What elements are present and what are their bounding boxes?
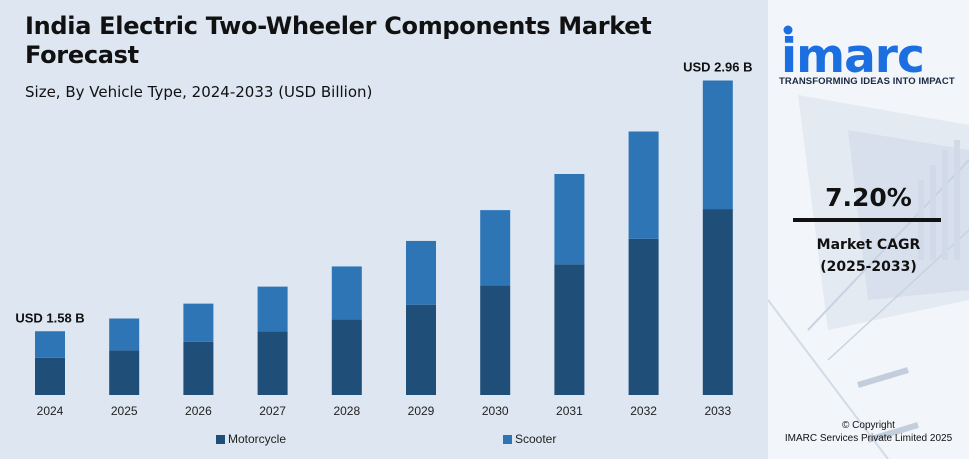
bar-motorcycle-2033 bbox=[702, 209, 733, 395]
imarc-logo: imarc bbox=[781, 25, 925, 77]
bar-motorcycle-2026 bbox=[183, 341, 214, 395]
copyright: © Copyright IMARC Services Private Limit… bbox=[768, 419, 969, 445]
cagr-label-line1: Market CAGR bbox=[816, 237, 921, 253]
bar-motorcycle-2024 bbox=[35, 357, 65, 395]
bar-scooter-2024 bbox=[35, 331, 65, 358]
x-tick-label-2033: 2033 bbox=[704, 404, 731, 418]
logo-wordmark: imarc bbox=[781, 29, 924, 77]
chart-panel: India Electric Two-Wheeler Components Ma… bbox=[15, 12, 753, 446]
x-tick-label-2027: 2027 bbox=[259, 404, 286, 418]
bar-scooter-2028 bbox=[331, 266, 362, 320]
bar-scooter-2033 bbox=[702, 80, 733, 210]
x-tick-label-2030: 2030 bbox=[482, 404, 509, 418]
copyright-line1: © Copyright bbox=[842, 420, 895, 431]
legend-swatch-motorcycle bbox=[216, 434, 225, 444]
bar-motorcycle-2030 bbox=[480, 285, 511, 395]
x-tick-label-2028: 2028 bbox=[333, 404, 360, 418]
bar-motorcycle-2029 bbox=[406, 304, 436, 395]
cagr-value: 7.20% bbox=[825, 183, 912, 212]
bar-scooter-2031 bbox=[554, 174, 585, 265]
cagr-label-line2: (2025-2033) bbox=[820, 259, 917, 275]
bar-motorcycle-2025 bbox=[109, 350, 140, 395]
logo-tagline: TRANSFORMING IDEAS INTO IMPACT bbox=[779, 76, 955, 87]
bar-scooter-2025 bbox=[109, 318, 140, 351]
bar-scooter-2032 bbox=[628, 131, 659, 239]
x-tick-label-2024: 2024 bbox=[37, 404, 64, 418]
bar-motorcycle-2031 bbox=[554, 264, 585, 395]
x-tick-label-2026: 2026 bbox=[185, 404, 212, 418]
x-tick-label-2029: 2029 bbox=[408, 404, 435, 418]
chart-title: India Electric Two-Wheeler Components Ma… bbox=[25, 12, 652, 69]
bar-motorcycle-2027 bbox=[257, 331, 288, 395]
copyright-line2: IMARC Services Private Limited 2025 bbox=[784, 433, 953, 444]
legend-item-motorcycle: Motorcycle bbox=[216, 432, 286, 446]
data-label-2024: USD 1.58 B bbox=[15, 310, 84, 325]
bar-motorcycle-2028 bbox=[331, 319, 362, 395]
data-label-2033: USD 2.96 B bbox=[683, 60, 752, 75]
legend-label-motorcycle: Motorcycle bbox=[228, 432, 287, 446]
legend-label-scooter: Scooter bbox=[515, 432, 557, 446]
x-tick-label-2032: 2032 bbox=[630, 404, 657, 418]
bar-motorcycle-2032 bbox=[628, 238, 659, 395]
side-panel: imarc TRANSFORMING IDEAS INTO IMPACT 7.2… bbox=[768, 0, 969, 459]
bar-scooter-2030 bbox=[480, 210, 511, 286]
x-tick-label-2025: 2025 bbox=[111, 404, 138, 418]
bar-scooter-2029 bbox=[406, 240, 436, 305]
bar-scooter-2026 bbox=[183, 303, 214, 342]
x-tick-label-2031: 2031 bbox=[556, 404, 583, 418]
cagr-divider bbox=[793, 218, 941, 222]
background-graphic bbox=[768, 95, 969, 459]
chart-subtitle: Size, By Vehicle Type, 2024-2033 (USD Bi… bbox=[25, 83, 373, 101]
cagr-label: Market CAGR (2025-2033) bbox=[768, 234, 969, 278]
bar-scooter-2027 bbox=[257, 286, 288, 332]
legend-swatch-scooter bbox=[503, 434, 512, 444]
legend-item-scooter: Scooter bbox=[503, 432, 556, 446]
bar-chart: 2024 2025 2026 2027 2028 2029 2030 2031 2032 2033… bbox=[15, 60, 752, 419]
